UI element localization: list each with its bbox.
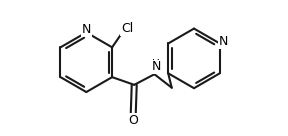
Text: N: N xyxy=(219,35,228,48)
Text: H: H xyxy=(152,59,160,69)
Text: Cl: Cl xyxy=(121,22,133,35)
Text: N: N xyxy=(151,61,161,73)
Text: O: O xyxy=(128,114,138,127)
Text: N: N xyxy=(82,23,91,36)
